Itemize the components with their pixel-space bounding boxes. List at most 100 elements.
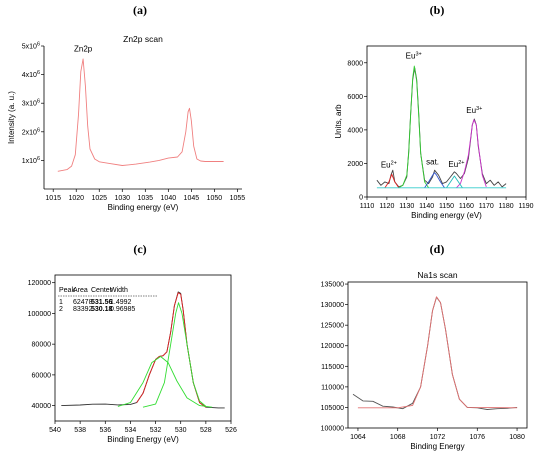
plot-frame [54,274,232,422]
chart-title: Na1s scan [417,270,457,280]
x-tick-label: 1055 [230,195,246,202]
table-cell: 1 [59,299,63,306]
x-tick-label: 538 [74,427,86,434]
series-line-3 [456,119,487,189]
x-axis-label: Binding energy (eV) [411,211,482,220]
x-tick-label: 534 [125,427,137,434]
x-axis-label: Binding Energy (eV) [107,435,179,444]
x-tick-label: 1080 [509,434,525,441]
y-tick-label: 125000 [321,323,344,330]
chart-title: Zn2p scan [123,34,163,44]
table-header-cell: Width [110,287,128,294]
panel-label: (b) [430,3,445,17]
y-tick-label: 0 [359,195,363,202]
y-tick-label: 135000 [321,282,344,289]
y-tick-label: 1x106 [22,156,40,165]
table-cell: 83392 [73,306,93,313]
y-tick-label: 2x106 [22,127,40,136]
x-tick-label: 526 [225,427,237,434]
series-line-1 [376,67,507,188]
x-tick-label: 1140 [419,203,434,210]
y-tick-label: 3x106 [22,99,40,108]
peak-annotation: Eu2+ [448,160,464,169]
chart-panel-2: (b) 1110 1120 1130 1140 1150 1160 1170 1180 1190 0… [334,3,534,220]
series-line-4 [384,173,400,189]
y-tick-label: 6000 [347,94,363,101]
x-tick-label: 1020 [68,195,84,202]
y-tick-label: 5x106 [22,42,40,51]
peak-annotation: Eu3+ [466,106,482,115]
series-line-3 [117,356,213,408]
x-axis-label: Binding Energy [410,442,464,451]
y-tick-label: 115000 [321,364,344,371]
y-tick-label: 60000 [32,372,52,379]
x-tick-label: 1180 [499,203,514,210]
x-tick-label: 1050 [207,195,223,202]
x-tick-label: 1076 [469,434,485,441]
chart-panel-1: (a) Zn2p scan 1015 1020 1025 1030 1035 1040 1045… [7,3,245,212]
y-tick-label: 4000 [347,127,363,134]
series-line-1 [352,296,518,410]
table-cell: 531.56 [91,299,113,306]
y-tick-label: 105000 [321,405,344,412]
series-line-4 [142,302,207,408]
x-tick-label: 1064 [350,434,366,441]
chart-panel-4: (d) Na1s scan 1064 1068 1072 1076 1080 100000 10… [321,242,528,451]
series-line-5 [424,172,445,189]
x-tick-label: 1160 [459,203,474,210]
x-tick-label: 1040 [161,195,177,202]
peak-annotation: sat. [426,157,439,166]
x-tick-label: 1110 [360,203,375,210]
table-cell: 0.96985 [110,306,135,313]
x-axis-label: Binding energy (eV) [108,203,179,212]
y-tick-label: 2000 [347,161,363,168]
y-tick-label: 8000 [347,60,363,67]
y-tick-label: 120000 [28,280,51,287]
table-header-cell: Center [91,287,113,294]
x-tick-label: 528 [200,427,212,434]
y-tick-label: 4x106 [22,70,40,79]
axes [54,274,232,422]
table-cell: 62478 [73,299,93,306]
x-tick-label: 1150 [439,203,454,210]
table-cell: 2 [59,306,63,313]
panel-label: (c) [133,242,146,256]
panel-label: (d) [430,242,445,256]
x-tick-label: 536 [99,427,111,434]
y-axis-label: Units, arb [334,104,343,139]
x-tick-label: 1120 [379,203,394,210]
x-tick-label: 1030 [114,195,130,202]
peak-annotation: Eu2+ [381,161,397,170]
series-line-2 [357,296,518,409]
plot-frame [347,281,528,429]
peak-annotation: Zn2p [74,45,93,54]
table-header-cell: Area [73,287,88,294]
series-line-6 [446,175,463,189]
x-tick-label: 540 [49,427,61,434]
panel-label: (a) [133,3,147,17]
y-axis-label: Intensity (a. u.) [7,91,16,144]
y-tick-label: 40000 [32,403,52,410]
table-header-cell: Peak [59,287,75,294]
axes [43,46,242,190]
y-tick-label: 80000 [32,342,52,349]
y-tick-label: 130000 [321,302,344,309]
table-cell: 530.18 [91,306,113,313]
series-line-2 [398,65,429,189]
y-tick-label: 110000 [321,384,344,391]
y-tick-label: 100000 [28,311,51,318]
x-tick-label: 532 [150,427,162,434]
series-line-1 [57,58,224,172]
x-tick-label: 1190 [518,203,533,210]
axes [347,281,528,429]
peak-annotation: Eu3+ [406,52,422,61]
x-tick-label: 530 [175,427,187,434]
x-tick-label: 1068 [390,434,406,441]
x-tick-label: 1015 [45,195,61,202]
table-cell: 1.4992 [110,299,132,306]
y-tick-label: 100000 [321,426,344,433]
x-tick-label: 1072 [430,434,446,441]
x-tick-label: 1045 [184,195,200,202]
